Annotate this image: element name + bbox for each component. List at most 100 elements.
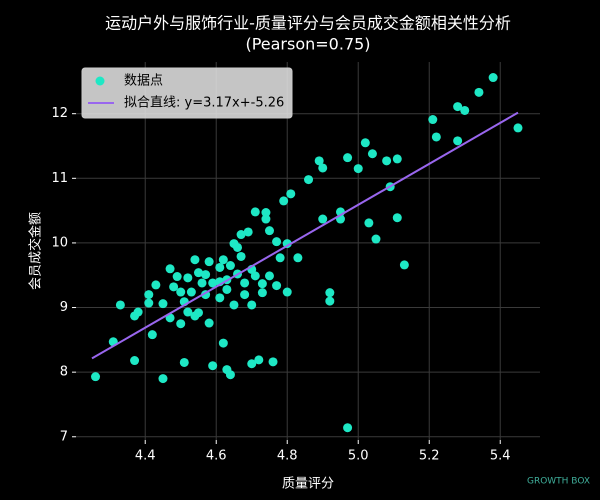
point <box>243 227 253 237</box>
point <box>225 370 235 380</box>
point <box>257 279 267 289</box>
point <box>314 156 324 166</box>
point <box>318 214 328 224</box>
point <box>367 149 377 159</box>
point <box>453 136 463 146</box>
point <box>130 356 140 366</box>
chart-title: 运动户外与服饰行业-质量评分与会员成交金额相关性分析 <box>105 14 511 33</box>
point <box>183 273 193 283</box>
point <box>286 189 296 199</box>
point <box>254 355 264 365</box>
point <box>272 281 282 291</box>
point <box>247 300 257 310</box>
point <box>460 105 470 115</box>
point <box>193 268 203 278</box>
point <box>225 261 235 271</box>
point <box>236 251 246 261</box>
point <box>201 270 211 280</box>
point <box>197 278 207 288</box>
x-tick-label: 5.2 <box>419 449 440 464</box>
point <box>392 213 402 223</box>
point <box>240 290 250 300</box>
x-tick-label: 4.8 <box>277 449 298 464</box>
point <box>190 255 200 265</box>
x-tick-label: 4.6 <box>206 449 227 464</box>
point <box>343 423 353 433</box>
point <box>204 318 214 328</box>
point <box>133 307 143 317</box>
point <box>304 175 314 185</box>
y-tick-label: 8 <box>60 365 68 380</box>
x-axis-label: 质量评分 <box>282 477 334 492</box>
point <box>218 255 228 265</box>
y-tick-label: 12 <box>51 106 68 121</box>
point <box>176 319 186 329</box>
point <box>186 287 196 297</box>
legend-box <box>81 67 293 119</box>
point <box>279 196 289 206</box>
point <box>325 296 335 306</box>
point <box>144 290 154 300</box>
watermark: GROWTH BOX <box>527 477 590 487</box>
point <box>371 234 381 244</box>
point <box>91 372 101 382</box>
point <box>264 271 274 281</box>
point <box>257 288 267 298</box>
point <box>353 164 363 174</box>
point <box>144 298 154 308</box>
point <box>282 287 292 297</box>
point <box>343 153 353 163</box>
point <box>488 73 498 83</box>
y-tick-label: 7 <box>60 429 68 444</box>
point <box>169 282 179 292</box>
point <box>431 132 441 142</box>
y-tick-label: 10 <box>51 235 68 250</box>
fit-line <box>91 111 519 360</box>
y-tick-label: 9 <box>60 300 68 315</box>
point <box>247 359 257 369</box>
point <box>272 237 282 247</box>
point <box>268 357 278 367</box>
point <box>261 214 271 224</box>
point <box>513 123 523 133</box>
point <box>275 253 285 263</box>
legend-marker <box>95 76 105 86</box>
x-tick-label: 5.0 <box>348 449 369 464</box>
point <box>233 242 243 252</box>
point <box>165 264 175 274</box>
point <box>147 330 157 340</box>
point <box>392 154 402 164</box>
point <box>158 374 168 384</box>
point <box>176 287 186 297</box>
point <box>382 156 392 166</box>
point <box>172 272 182 282</box>
point <box>236 230 246 240</box>
point <box>399 260 409 270</box>
point <box>204 257 214 267</box>
point <box>222 284 232 294</box>
point <box>453 102 463 112</box>
point <box>282 239 292 249</box>
point <box>364 218 374 228</box>
point <box>318 163 328 173</box>
point <box>474 87 484 97</box>
point <box>115 300 125 310</box>
point <box>215 293 225 303</box>
point <box>208 278 218 288</box>
point <box>218 338 228 348</box>
point <box>360 138 370 148</box>
point <box>183 307 193 317</box>
point <box>229 300 239 310</box>
point <box>240 278 250 288</box>
chart-subtitle: (Pearson=0.75) <box>245 35 370 54</box>
point <box>264 226 274 236</box>
legend-label: 数据点 <box>124 74 163 89</box>
point <box>193 308 203 318</box>
point <box>250 207 260 217</box>
legend-label: 拟合直线: y=3.17x+-5.26 <box>124 96 284 111</box>
y-tick-label: 11 <box>51 171 68 186</box>
point <box>179 357 189 367</box>
point <box>208 361 218 371</box>
